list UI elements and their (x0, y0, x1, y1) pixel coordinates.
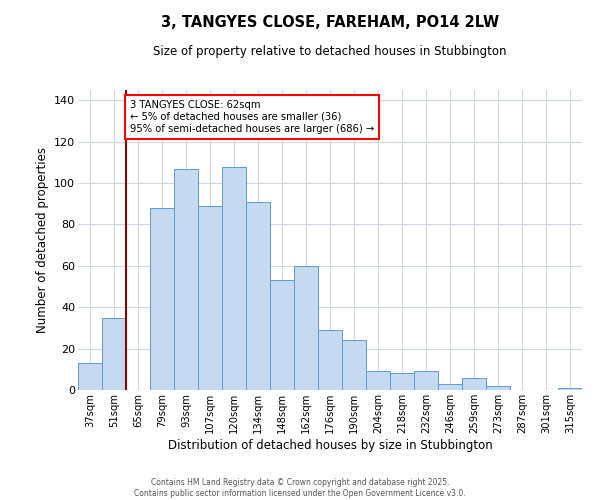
Bar (390, 374, 414, 390)
Bar (366, 372, 390, 390)
Bar (270, 280, 294, 390)
Text: 3 TANGYES CLOSE: 62sqm
← 5% of detached houses are smaller (36)
95% of semi-deta: 3 TANGYES CLOSE: 62sqm ← 5% of detached … (130, 100, 374, 134)
Bar (102, 318, 126, 390)
Bar (438, 384, 462, 390)
Bar (414, 372, 438, 390)
Bar (222, 166, 246, 390)
Bar (342, 340, 366, 390)
Bar (558, 388, 582, 390)
Bar (294, 266, 318, 390)
Bar (246, 202, 270, 390)
Bar (198, 206, 222, 390)
Bar (462, 378, 486, 390)
Y-axis label: Number of detached properties: Number of detached properties (35, 147, 49, 333)
Bar (318, 330, 342, 390)
Text: Size of property relative to detached houses in Stubbington: Size of property relative to detached ho… (153, 45, 507, 58)
Bar (150, 208, 174, 390)
Text: 3, TANGYES CLOSE, FAREHAM, PO14 2LW: 3, TANGYES CLOSE, FAREHAM, PO14 2LW (161, 15, 499, 30)
Bar (174, 168, 198, 390)
Text: Contains HM Land Registry data © Crown copyright and database right 2025.
Contai: Contains HM Land Registry data © Crown c… (134, 478, 466, 498)
X-axis label: Distribution of detached houses by size in Stubbington: Distribution of detached houses by size … (167, 438, 493, 452)
Bar (78, 363, 102, 390)
Bar (486, 386, 510, 390)
